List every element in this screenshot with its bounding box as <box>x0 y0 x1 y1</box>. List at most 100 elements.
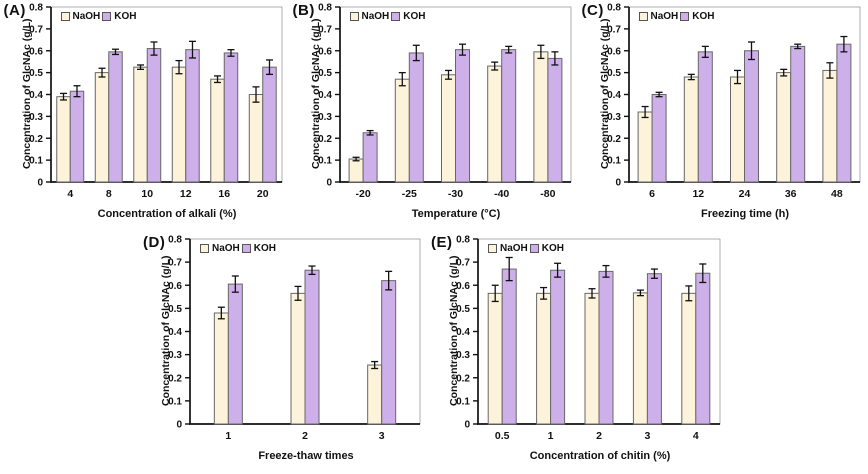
y-axis-title: Concentration of GlcNAc (g/L) <box>160 255 172 407</box>
y-tick-label: 0 <box>464 420 470 431</box>
x-axis-title: Concentration of alkali (%) <box>97 208 237 220</box>
y-tick-label: 0.2 <box>29 134 43 145</box>
category-label: 12 <box>179 188 191 200</box>
bar-naoh <box>94 72 109 183</box>
category-label: -20 <box>355 188 370 200</box>
y-tick-label: 0.7 <box>607 24 621 35</box>
legend-label-koh: KOH <box>692 11 715 22</box>
legend-label-koh: KOH <box>114 11 137 22</box>
error-bar <box>779 68 787 77</box>
y-tick-label: 0.6 <box>318 46 332 57</box>
legend-item-naoh: NaOH <box>60 11 101 22</box>
bar-naoh <box>632 292 648 425</box>
bar-koh <box>546 57 562 183</box>
bar-koh <box>69 90 84 183</box>
y-tick-label: 0.5 <box>456 304 470 315</box>
naoh-swatch-icon <box>638 12 648 21</box>
y-axis-title: Concentration of GlcNAc (g/L) <box>20 18 33 170</box>
error-bar <box>98 67 106 78</box>
category-label: 0.5 <box>495 430 510 442</box>
error-bar <box>412 44 420 62</box>
legend-item-naoh: NaOH <box>638 11 678 22</box>
error-bar <box>72 85 80 98</box>
y-tick-label: 0.1 <box>456 396 470 407</box>
error-bar <box>444 69 452 80</box>
bar-koh <box>500 49 516 183</box>
legend-label-naoh: NaOH <box>500 243 528 254</box>
bar-naoh <box>394 78 410 183</box>
legend-label-naoh: NaOH <box>72 11 101 22</box>
panel-label: (C) <box>581 2 604 19</box>
y-tick-label: 0.3 <box>456 350 470 361</box>
y-tick-label: 0.2 <box>318 134 332 145</box>
y-tick-label: 0.2 <box>168 373 182 384</box>
bar-naoh <box>213 312 229 425</box>
y-tick-label: 0.6 <box>168 281 182 292</box>
error-bar <box>602 264 610 278</box>
y-tick-label: 0.6 <box>456 281 470 292</box>
y-tick-label: 0.7 <box>29 24 43 35</box>
y-tick-label: 0.7 <box>168 258 182 269</box>
bar-plot: 0 0.1 0.2 0.3 0.4 0.5 0.6 0.7 0.8 0.5 1 2 3 4 <box>456 235 721 442</box>
error-bar <box>536 44 544 60</box>
category-label: 20 <box>256 188 268 200</box>
bar-koh <box>223 52 238 183</box>
error-bar <box>687 73 695 81</box>
category-label: 24 <box>738 188 750 200</box>
category-label: -30 <box>447 188 462 200</box>
category-label: 8 <box>105 188 111 200</box>
bar-naoh <box>487 292 503 425</box>
y-tick-label: 0.8 <box>607 3 621 14</box>
y-tick-label: 0.3 <box>29 112 43 123</box>
error-bar <box>701 45 709 58</box>
x-axis-title: Freeze-thaw times <box>258 450 354 462</box>
bar-naoh <box>367 364 383 425</box>
error-bar <box>352 156 360 162</box>
bar-koh <box>107 51 123 183</box>
category-label: 2 <box>596 430 602 442</box>
bar-koh <box>146 48 161 183</box>
bar-koh <box>835 43 851 183</box>
y-tick-label: 0.5 <box>29 68 43 79</box>
bar-naoh <box>536 292 552 425</box>
y-tick-label: 0.1 <box>168 396 182 407</box>
error-bar <box>504 45 512 54</box>
error-bar <box>793 43 801 50</box>
category-label: 3 <box>379 430 385 442</box>
bar-naoh <box>171 66 186 183</box>
legend: NaOH KOH <box>349 11 426 22</box>
error-bar <box>398 71 406 87</box>
error-bar <box>385 270 393 291</box>
y-axis: 0 0.1 0.2 0.3 0.4 0.5 0.6 0.7 0.8 <box>456 235 478 431</box>
category-label: 48 <box>831 188 843 200</box>
bar-koh <box>646 273 662 425</box>
legend-item-koh: KOH <box>529 243 564 254</box>
bar-naoh <box>584 292 600 425</box>
bar-plot: 0 0.1 0.2 0.3 0.4 0.5 0.6 0.7 0.8 1 2 3 <box>168 235 421 442</box>
bar-naoh <box>683 76 699 183</box>
bar-koh <box>743 50 759 183</box>
y-tick-label: 0.4 <box>168 327 182 338</box>
error-bar <box>554 262 562 278</box>
y-axis: 0 0.1 0.2 0.3 0.4 0.5 0.6 0.7 0.8 <box>168 235 190 431</box>
naoh-swatch-icon <box>60 12 70 21</box>
legend-label-naoh: NaOH <box>361 11 390 22</box>
bar-koh <box>381 280 397 425</box>
bar-koh <box>362 132 378 183</box>
bar-koh <box>408 52 424 183</box>
y-tick-label: 0.1 <box>318 156 332 167</box>
error-bar <box>655 91 663 98</box>
y-tick-label: 0.3 <box>607 112 621 123</box>
legend: NaOH KOH <box>60 11 137 22</box>
error-bar <box>217 306 225 320</box>
y-tick-label: 0.2 <box>456 373 470 384</box>
bar-naoh <box>775 72 791 183</box>
bar-plot: 0 0.1 0.2 0.3 0.4 0.5 0.6 0.7 0.8 4 8 10 12 16 20 <box>29 3 282 200</box>
legend-item-naoh: NaOH <box>200 243 240 254</box>
y-tick-label: 0.5 <box>318 68 332 79</box>
bar-koh <box>454 49 470 183</box>
legend-item-koh: KOH <box>241 243 276 254</box>
error-bar <box>550 51 558 66</box>
figure-row-top: (A) Concentration of GlcNAc (g/L) NaOH K… <box>0 0 868 232</box>
panel-label: (D) <box>143 234 166 251</box>
